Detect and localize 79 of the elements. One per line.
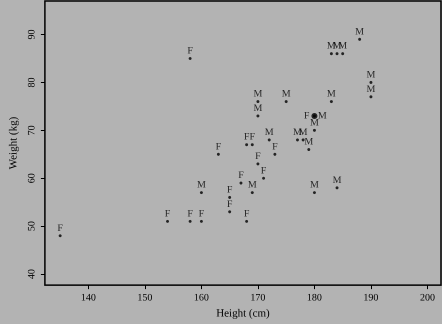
point — [256, 162, 260, 166]
y-tick-label: 80 — [26, 77, 38, 88]
text: F — [260, 165, 266, 176]
point — [336, 52, 339, 56]
point — [250, 191, 254, 194]
text: M — [366, 84, 376, 95]
point — [256, 114, 260, 118]
point — [250, 143, 254, 146]
point — [369, 95, 372, 98]
x-tick-label: 180 — [306, 292, 322, 304]
y-tick-label: 90 — [26, 30, 38, 40]
text: M — [304, 136, 314, 148]
x-axis-title: Height (cm) — [216, 308, 270, 320]
text: F — [187, 45, 193, 56]
point — [228, 196, 232, 199]
text: F — [164, 208, 170, 220]
point — [268, 138, 271, 142]
point — [200, 191, 203, 194]
point — [262, 176, 266, 180]
point — [312, 128, 316, 132]
x-tick-label: 140 — [80, 292, 96, 304]
text: M — [355, 26, 364, 38]
point — [273, 152, 276, 156]
series-label: F — [226, 198, 233, 210]
text: F — [187, 208, 193, 220]
text: F — [304, 110, 310, 122]
text: F — [198, 208, 204, 220]
text: F — [226, 184, 232, 196]
y-tick-label: 50 — [26, 221, 38, 232]
text: M — [282, 88, 291, 100]
x-tick-label: 200 — [420, 292, 435, 304]
point — [188, 220, 192, 223]
text: M — [310, 180, 319, 191]
text: F — [244, 208, 250, 220]
text: M — [318, 110, 327, 122]
point — [330, 52, 333, 56]
point — [245, 220, 248, 223]
point — [330, 100, 333, 104]
text: M — [196, 180, 206, 191]
point — [312, 191, 316, 194]
point — [188, 56, 192, 60]
y-tick-label: 40 — [26, 269, 38, 280]
point — [200, 220, 203, 223]
point — [336, 186, 339, 190]
text: F — [216, 141, 222, 152]
text: F — [238, 170, 244, 182]
text: M — [253, 88, 262, 100]
y-tick-label: 60 — [26, 173, 38, 184]
point — [256, 100, 260, 104]
text: M — [326, 88, 336, 100]
y-axis-title: Weight (kg) — [8, 116, 20, 170]
text: F — [244, 132, 250, 143]
point — [296, 138, 299, 142]
point — [245, 143, 248, 146]
point — [341, 52, 344, 56]
text: F — [57, 222, 63, 234]
y-tick-label: 70 — [26, 125, 38, 136]
text: M — [253, 102, 262, 114]
text: M — [310, 117, 319, 128]
point — [284, 100, 288, 104]
text: M — [332, 174, 342, 186]
point — [166, 220, 170, 223]
text: M — [366, 69, 376, 80]
point — [239, 182, 242, 185]
text: M — [248, 180, 257, 191]
point — [358, 38, 362, 41]
point — [369, 80, 372, 84]
x-tick-label: 160 — [194, 292, 209, 304]
text: F — [249, 132, 256, 143]
point — [307, 148, 310, 152]
point — [216, 152, 220, 156]
x-tick-label: 170 — [250, 292, 266, 304]
x-tick-label: 190 — [363, 292, 378, 304]
point — [58, 234, 62, 238]
x-tick-label: 150 — [137, 292, 152, 304]
text: F — [255, 150, 261, 162]
text: F — [272, 141, 278, 152]
point — [228, 210, 232, 214]
text: M — [264, 126, 274, 138]
